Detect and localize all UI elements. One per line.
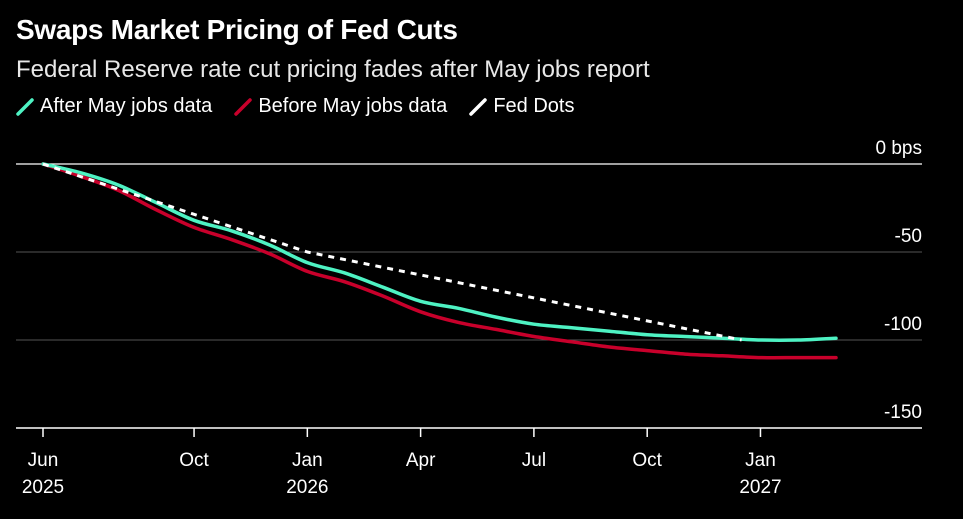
legend-label-fed-dots: Fed Dots: [493, 95, 575, 117]
x-tick-year-0: 2025: [22, 477, 64, 498]
legend-swatch-before: [234, 97, 253, 116]
legend-item-after: After May jobs data: [16, 95, 212, 118]
x-tick-year-2: 2026: [286, 477, 328, 498]
chart-subtitle: Federal Reserve rate cut pricing fades a…: [16, 56, 650, 83]
legend-label-after: After May jobs data: [40, 95, 213, 117]
legend-swatch-after: [16, 97, 34, 116]
series-line-after-may: [41, 162, 838, 342]
legend-item-before: Before May jobs data: [234, 95, 447, 118]
x-tick-label-2: Jan: [292, 450, 323, 471]
x-tick-label-1: Oct: [179, 450, 209, 471]
y-tick-label-3: -150: [884, 402, 922, 423]
x-tick-label-3: Apr: [406, 450, 436, 471]
x-tick-label-4: Jul: [522, 450, 546, 471]
y-tick-label-2: -100: [884, 314, 922, 335]
x-tick-label-0: Jun: [28, 450, 59, 471]
series-line-before-may: [41, 162, 838, 360]
y-tick-label-1: -50: [895, 226, 922, 247]
legend-item-fed-dots: Fed Dots: [469, 95, 574, 118]
legend-label-before: Before May jobs data: [258, 95, 448, 117]
x-tick-label-5: Oct: [632, 450, 662, 471]
legend-swatch-fed-dots: [469, 97, 488, 116]
legend: After May jobs data Before May jobs data…: [16, 95, 574, 118]
y-tick-label-0: 0 bps: [876, 138, 922, 159]
series-line-fed-dots: [42, 162, 742, 342]
chart-title: Swaps Market Pricing of Fed Cuts: [16, 14, 458, 45]
x-tick-label-6: Jan: [745, 450, 776, 471]
x-tick-year-6: 2027: [739, 477, 781, 498]
